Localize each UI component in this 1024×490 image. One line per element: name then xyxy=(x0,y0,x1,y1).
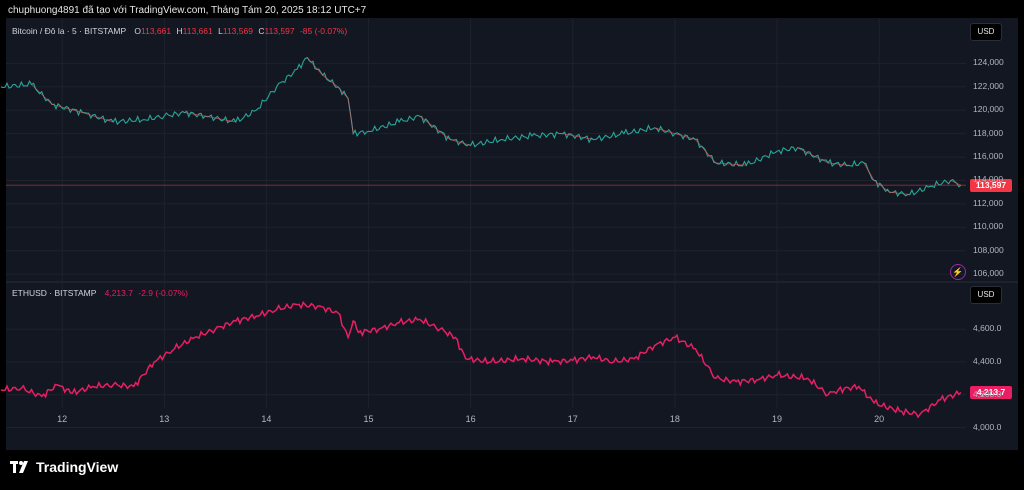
btc-open-label: O xyxy=(134,26,141,36)
x-tick-label: 16 xyxy=(465,414,476,424)
eth-symbol-title: ETHUSD · BITSTAMP xyxy=(12,288,97,298)
btc-down-segment xyxy=(889,191,910,195)
btc-down-segment xyxy=(828,162,849,166)
btc-down-segment xyxy=(347,98,354,134)
btc-down-segment xyxy=(419,115,451,140)
btc-down-segment xyxy=(82,112,114,123)
eth-y-tick-label: 4,400.0 xyxy=(973,355,1002,366)
btc-open-value: 113,661 xyxy=(141,26,172,36)
btc-y-tick-label: 124,000 xyxy=(973,57,1004,68)
btc-close-value: 113,597 xyxy=(264,26,295,36)
tradingview-logo-icon xyxy=(10,459,32,475)
btc-down-segment xyxy=(306,57,323,76)
eth-last-price-tag: 4,213.7 xyxy=(970,385,1012,399)
btc-close-label: C xyxy=(258,26,265,36)
btc-y-tick-label: 108,000 xyxy=(973,244,1004,255)
eth-currency-button[interactable]: USD xyxy=(970,286,1002,304)
chart-panel[interactable] xyxy=(6,18,1018,450)
x-tick-label: 19 xyxy=(772,414,783,424)
x-tick-label: 12 xyxy=(57,414,68,424)
btc-low-label: L xyxy=(218,26,223,36)
btc-y-tick-label: 106,000 xyxy=(973,268,1004,279)
btc-down-segment xyxy=(51,104,83,113)
eth-value: 4,213.7 xyxy=(104,288,133,298)
btc-down-segment xyxy=(322,74,339,88)
x-tick-label: 18 xyxy=(669,414,680,424)
btc-y-tick-label: 116,000 xyxy=(973,151,1004,162)
btc-high-label: H xyxy=(176,26,183,36)
btc-down-segment xyxy=(337,86,349,99)
x-tick-label: 20 xyxy=(874,414,885,424)
btc-down-segment xyxy=(205,115,236,123)
eth-series-line xyxy=(0,300,962,419)
eth-change-value: -2.9 (-0.07%) xyxy=(138,288,188,298)
btc-down-segment xyxy=(873,180,890,193)
btc-y-tick-label: 114,000 xyxy=(973,174,1004,185)
x-tick-label: 17 xyxy=(567,414,578,424)
btc-down-segment xyxy=(797,147,829,164)
btc-currency-button[interactable]: USD xyxy=(970,23,1002,41)
btc-down-segment xyxy=(31,84,53,105)
chart-header-attribution: chuphuong4891 đã tạo với TradingView.com… xyxy=(8,5,367,16)
eth-y-tick-label: 4,200.0 xyxy=(973,388,1002,399)
btc-down-segment xyxy=(950,180,962,186)
btc-down-segment xyxy=(863,162,875,181)
eth-y-tick-label: 4,600.0 xyxy=(973,323,1002,334)
btc-series-line xyxy=(0,56,962,198)
btc-y-tick-label: 112,000 xyxy=(973,197,1004,208)
btc-down-segment xyxy=(715,162,747,166)
btc-change-value: -85 (-0.07%) xyxy=(299,26,348,36)
btc-down-segment xyxy=(562,133,594,140)
tradingview-logo-text: TradingView xyxy=(36,459,119,475)
btc-down-segment xyxy=(654,127,676,135)
btc-y-tick-label: 120,000 xyxy=(973,104,1004,115)
eth-y-tick-label: 4,000.0 xyxy=(973,421,1002,432)
btc-down-segment xyxy=(184,112,206,117)
btc-y-tick-label: 118,000 xyxy=(973,127,1004,138)
btc-high-value: 113,661 xyxy=(182,26,213,36)
btc-y-tick-label: 110,000 xyxy=(973,221,1004,232)
btc-y-tick-label: 122,000 xyxy=(973,80,1004,91)
tradingview-logo[interactable]: TradingView xyxy=(10,459,118,475)
btc-symbol-title: Bitcoin / Đô la · 5 · BITSTAMP xyxy=(12,26,126,36)
x-tick-label: 14 xyxy=(261,414,272,424)
eth-legend: ETHUSD · BITSTAMP 4,213.7 -2.9 (-0.07%) xyxy=(12,288,188,298)
btc-down-segment xyxy=(450,139,471,146)
btc-down-segment xyxy=(674,133,696,140)
x-tick-label: 13 xyxy=(159,414,170,424)
btc-legend: Bitcoin / Đô la · 5 · BITSTAMP O113,661 … xyxy=(12,26,347,36)
alert-icon[interactable]: ⚡ xyxy=(950,264,966,280)
btc-last-price-tag: 113,597 xyxy=(970,178,1012,192)
btc-low-value: 113,569 xyxy=(222,26,253,36)
x-tick-label: 15 xyxy=(363,414,374,424)
btc-down-segment xyxy=(695,139,717,164)
